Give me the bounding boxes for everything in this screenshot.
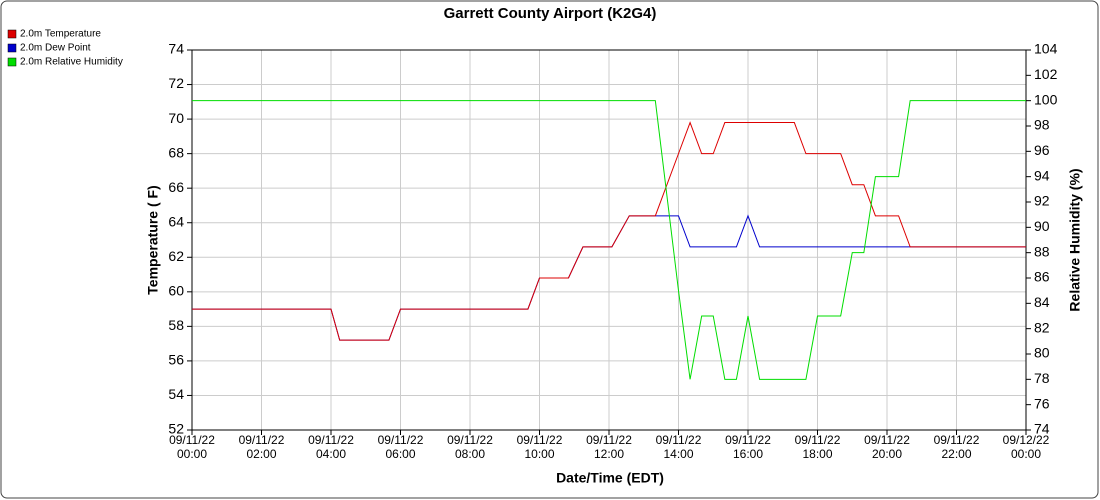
y2-tick-label: 96 <box>1034 142 1050 158</box>
y2-tick-label: 102 <box>1034 66 1058 82</box>
plot-frame <box>191 49 1027 431</box>
x-axis-label: Date/Time (EDT) <box>556 470 664 486</box>
legend-label: 2.0m Dew Point <box>20 43 91 54</box>
y-tick-label: 68 <box>168 144 184 160</box>
y-tick-label: 72 <box>168 75 184 91</box>
y2-tick-label: 92 <box>1034 193 1050 209</box>
y-axis-label: Temperature ( F) <box>145 185 161 294</box>
legend-swatch <box>7 57 17 67</box>
y2-tick-label: 88 <box>1034 243 1050 259</box>
legend-label: 2.0m Relative Humidity <box>20 57 123 68</box>
x-tick-label: 09/11/22 20:00 <box>864 433 910 461</box>
x-tick-label: 09/11/22 22:00 <box>934 433 980 461</box>
x-tick-label: 09/11/22 00:00 <box>169 433 215 461</box>
y2-tick-label: 74 <box>1034 421 1050 437</box>
x-tick-label: 09/11/22 16:00 <box>725 433 771 461</box>
x-tick-label: 09/11/22 02:00 <box>239 433 285 461</box>
x-tick-label: 09/11/22 08:00 <box>447 433 493 461</box>
y2-tick-label: 98 <box>1034 117 1050 133</box>
x-tick-label: 09/11/22 14:00 <box>656 433 702 461</box>
y-tick-label: 74 <box>168 41 184 57</box>
y2-tick-label: 100 <box>1034 91 1058 107</box>
y2-tick-label: 94 <box>1034 167 1050 183</box>
x-tick-label: 09/11/22 04:00 <box>308 433 354 461</box>
y2-tick-label: 86 <box>1034 269 1050 285</box>
y-tick-label: 66 <box>168 179 184 195</box>
y-tick-label: 56 <box>168 352 184 368</box>
y2-tick-label: 76 <box>1034 395 1050 411</box>
x-tick-label: 09/11/22 10:00 <box>517 433 563 461</box>
y-tick-label: 54 <box>168 386 184 402</box>
x-tick-label: 09/12/22 00:00 <box>1003 433 1050 461</box>
y-tick-label: 58 <box>168 317 184 333</box>
y2-axis-label: Relative Humidity (%) <box>1067 168 1083 311</box>
y-tick-label: 62 <box>168 248 184 264</box>
y-tick-label: 60 <box>168 283 184 299</box>
y2-tick-label: 78 <box>1034 370 1050 386</box>
y-tick-label: 52 <box>168 421 184 437</box>
series-line <box>192 100 1026 380</box>
y2-tick-label: 82 <box>1034 319 1050 335</box>
x-tick-label: 09/11/22 06:00 <box>378 433 424 461</box>
chart-title: Garrett County Airport (K2G4) <box>444 5 657 22</box>
x-tick-label: 09/11/22 12:00 <box>586 433 632 461</box>
x-tick-label: 09/11/22 18:00 <box>795 433 841 461</box>
y2-tick-label: 80 <box>1034 345 1050 361</box>
y2-tick-label: 90 <box>1034 218 1050 234</box>
legend-swatch <box>7 43 17 53</box>
y-tick-label: 64 <box>168 213 184 229</box>
y-tick-label: 70 <box>168 110 184 126</box>
legend-label: 2.0m Temperature <box>20 29 101 40</box>
series-line <box>192 121 1026 341</box>
y2-tick-label: 104 <box>1034 41 1058 57</box>
y2-tick-label: 84 <box>1034 294 1050 310</box>
legend-swatch <box>7 29 17 39</box>
